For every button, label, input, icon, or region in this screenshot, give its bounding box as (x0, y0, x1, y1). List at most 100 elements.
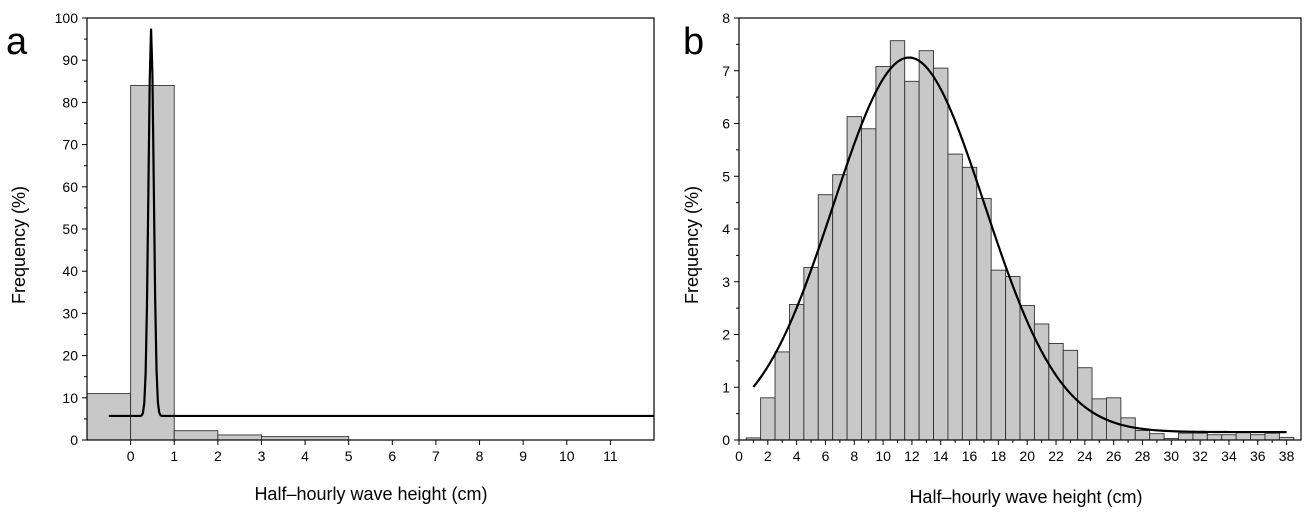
y-tick-label: 2 (722, 327, 730, 343)
bar (1264, 432, 1280, 441)
bar (875, 66, 891, 441)
y-tick-label: 0 (70, 432, 78, 448)
panel-a-fit-curve (108, 28, 654, 418)
bar (889, 40, 906, 441)
x-tick-label: 38 (1279, 448, 1295, 464)
bar (1178, 432, 1194, 441)
panel-a-y-ticks: 0 10 20 30 40 50 60 70 80 90 100 (55, 10, 87, 448)
bar (1019, 305, 1035, 441)
bar (976, 197, 992, 441)
panel-b-bars (745, 40, 1295, 441)
x-tick-label: 1 (170, 448, 178, 464)
x-tick-label: 22 (1048, 448, 1064, 464)
panel-b-letter: b (683, 21, 704, 63)
x-tick-label: 0 (127, 448, 135, 464)
x-tick-label: 3 (258, 448, 266, 464)
x-tick-label: 14 (933, 448, 949, 464)
bar (1048, 343, 1064, 441)
x-tick-label: 34 (1221, 448, 1237, 464)
y-tick-label: 80 (62, 94, 78, 110)
panel-b-y-axis-label: Frequency (%) (682, 186, 702, 304)
panel-b-y-ticks: 0 1 2 3 4 5 6 7 8 (722, 10, 739, 448)
x-tick-label: 6 (388, 448, 396, 464)
x-tick-label: 32 (1192, 448, 1208, 464)
x-tick-label: 30 (1164, 448, 1180, 464)
x-tick-label: 6 (822, 448, 830, 464)
panel-b-x-axis-label: Half–hourly wave height (cm) (909, 487, 1142, 507)
bar (832, 174, 848, 441)
x-tick-label: 8 (476, 448, 484, 464)
y-tick-label: 60 (62, 179, 78, 195)
bar (990, 269, 1007, 441)
bar (803, 267, 819, 441)
y-tick-label: 0 (722, 432, 730, 448)
panel-a-x-axis-label: Half–hourly wave height (cm) (254, 484, 487, 504)
y-tick-label: 30 (62, 305, 78, 321)
panel-a-x-ticks: 0 1 2 3 4 5 6 7 8 9 10 11 (127, 440, 618, 464)
y-tick-label: 7 (722, 63, 730, 79)
x-tick-label: 36 (1250, 448, 1266, 464)
bar (933, 67, 949, 441)
y-tick-label: 8 (722, 10, 730, 26)
x-tick-label: 12 (904, 448, 920, 464)
x-tick-label: 0 (735, 448, 743, 464)
y-tick-label: 3 (722, 274, 730, 290)
panel-b-fit-curve (752, 56, 1287, 434)
y-tick-label: 6 (722, 116, 730, 132)
bar (788, 303, 805, 441)
x-tick-label: 10 (875, 448, 891, 464)
x-tick-label: 9 (519, 448, 527, 464)
y-tick-label: 70 (62, 137, 78, 153)
x-tick-label: 5 (345, 448, 353, 464)
bar (904, 80, 920, 441)
bar (861, 128, 877, 441)
panel-a-y-axis-label: Frequency (%) (9, 186, 29, 304)
y-tick-label: 5 (722, 168, 730, 184)
bar (1106, 397, 1122, 441)
x-tick-label: 8 (850, 448, 858, 464)
bar (760, 397, 776, 441)
x-tick-label: 2 (214, 448, 222, 464)
x-tick-label: 26 (1106, 448, 1122, 464)
y-tick-label: 50 (62, 221, 78, 237)
x-tick-label: 4 (301, 448, 309, 464)
bar (918, 50, 934, 441)
y-tick-label: 4 (722, 221, 730, 237)
panel-a-letter: a (6, 21, 28, 63)
y-tick-label: 40 (62, 263, 78, 279)
bar (1149, 433, 1165, 441)
panel-a: a 0 1 2 3 4 5 6 7 8 9 10 11 0102030405060708090100 … (6, 10, 655, 504)
y-tick-label: 10 (62, 390, 78, 406)
bar (846, 116, 862, 441)
bar (217, 434, 262, 441)
x-tick-label: 4 (793, 448, 801, 464)
panel-a-bars (86, 85, 350, 441)
y-tick-label: 100 (55, 10, 79, 26)
x-tick-label: 16 (962, 448, 978, 464)
x-tick-label: 11 (603, 448, 618, 464)
bar (1235, 432, 1252, 441)
y-tick-label: 1 (722, 379, 730, 395)
bar (961, 166, 978, 441)
bar (1134, 430, 1151, 441)
bar (774, 351, 790, 441)
bar (1120, 417, 1136, 441)
x-tick-label: 24 (1077, 448, 1093, 464)
y-tick-label: 90 (62, 52, 78, 68)
x-tick-label: 28 (1135, 448, 1151, 464)
x-tick-label: 18 (991, 448, 1007, 464)
x-tick-label: 10 (559, 448, 575, 464)
x-tick-label: 7 (432, 448, 440, 464)
bar (947, 153, 963, 441)
bar (173, 430, 219, 441)
x-tick-label: 2 (764, 448, 772, 464)
bar (1250, 434, 1266, 441)
x-tick-label: 20 (1019, 448, 1035, 464)
panel-b-x-ticks: 0 2 4 6 8 10 12 14 16 18 20 22 24 26 28 30 32 34 36 38 (735, 440, 1295, 464)
bar (1206, 434, 1223, 441)
bar (1192, 432, 1208, 441)
bar (1221, 434, 1237, 441)
y-tick-label: 20 (62, 348, 78, 364)
panel-b: b 0 2 4 6 8 10 12 14 16 18 20 22 24 26 28 30 32 34 36 38 01… (682, 10, 1302, 507)
